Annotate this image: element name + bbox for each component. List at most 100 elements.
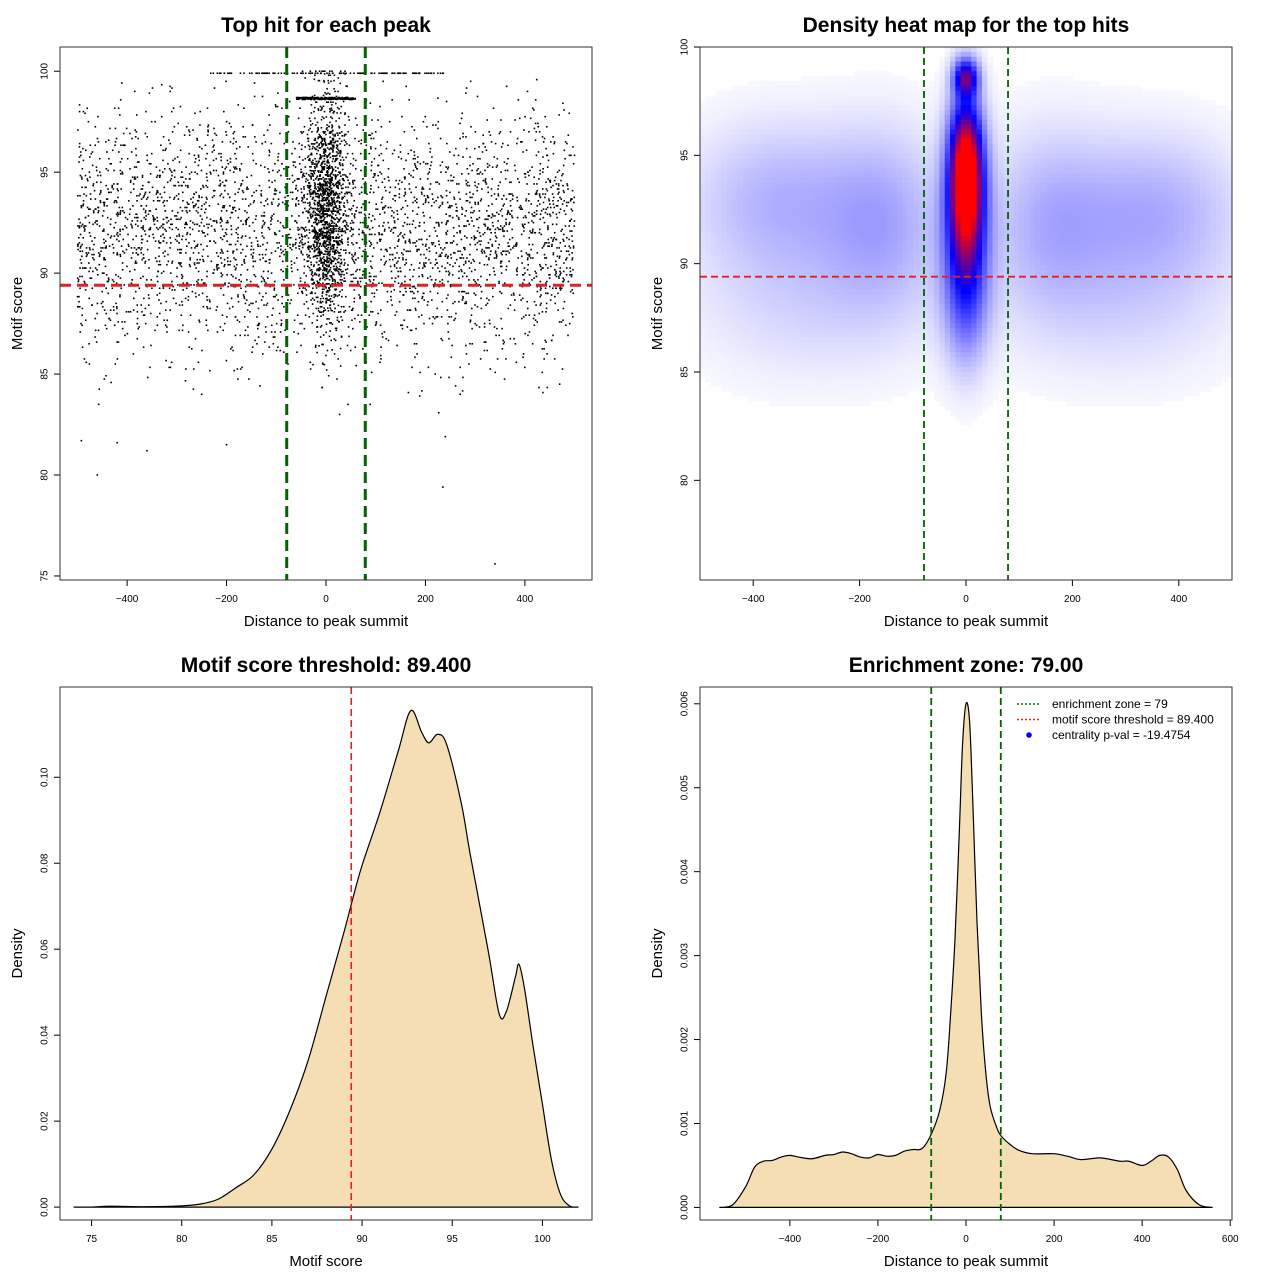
scatter-point (544, 115, 546, 118)
scatter-point (418, 316, 420, 318)
scatter-point (465, 87, 468, 89)
scatter-point (335, 210, 337, 213)
scatter-point (84, 174, 87, 177)
scatter-point (156, 294, 158, 296)
scatter-point (98, 252, 100, 254)
scatter-point (297, 203, 300, 205)
scatter-point (465, 147, 468, 150)
scatter-point (246, 268, 249, 271)
scatter-point (263, 236, 265, 239)
scatter-point (329, 175, 331, 178)
scatter-point (396, 252, 398, 254)
scatter-point (333, 257, 335, 260)
scatter-point (177, 198, 180, 200)
scatter-point (526, 268, 529, 271)
scatter-point (250, 253, 253, 256)
scatter-point (535, 191, 538, 194)
scatter-point (551, 243, 553, 246)
scatter-point (176, 267, 178, 269)
scatter-point (326, 349, 329, 352)
scatter-point (213, 189, 216, 192)
scatter-point (326, 258, 328, 261)
scatter-point (334, 90, 336, 93)
scatter-point (325, 291, 328, 293)
scatter-point (326, 171, 328, 173)
scatter-point (341, 273, 343, 276)
scatter-point (469, 342, 471, 345)
scatter-point (164, 250, 166, 253)
scatter-point (426, 194, 429, 197)
scatter-point (326, 213, 328, 215)
scatter-point (314, 74, 316, 77)
scatter-point (84, 282, 86, 285)
scatter-point (173, 289, 176, 291)
scatter-point (198, 262, 200, 264)
scatter-point (336, 217, 338, 219)
scatter-point (301, 144, 303, 147)
scatter-point (249, 311, 251, 313)
scatter-point (333, 253, 336, 256)
scatter-point (230, 233, 233, 236)
scatter-point (358, 247, 361, 249)
scatter-point (292, 181, 294, 184)
scatter-point (267, 270, 269, 273)
scatter-point (485, 255, 488, 258)
scatter-point (445, 213, 447, 216)
scatter-point (491, 243, 493, 246)
scatter-point (453, 319, 455, 322)
scatter-point (221, 181, 224, 184)
scatter-point (466, 236, 468, 239)
scatter-point (192, 206, 195, 209)
scatter-point (322, 168, 324, 171)
scatter-point (356, 206, 358, 209)
scatter-point (222, 196, 225, 199)
scatter-point (476, 242, 479, 244)
scatter-point (272, 342, 275, 345)
scatter-point (488, 319, 491, 322)
scatter-point (275, 105, 277, 108)
scatter-point (200, 208, 203, 210)
scatter-point (336, 258, 338, 261)
scatter-point (328, 222, 331, 225)
scatter-point (222, 171, 225, 173)
scatter-point (306, 193, 309, 195)
scatter-point (163, 205, 166, 207)
scatter-point (409, 250, 411, 253)
scatter-point (103, 228, 105, 231)
scatter-point (316, 121, 319, 124)
scatter-point (283, 305, 285, 308)
scatter-point (327, 188, 330, 191)
scatter-point (477, 168, 480, 170)
scatter-point (380, 233, 383, 236)
scatter-point (531, 279, 533, 281)
scatter-point (102, 238, 105, 241)
scatter-point (338, 235, 341, 238)
scatter-point (323, 168, 325, 171)
scatter-point (325, 222, 327, 225)
scatter-point (560, 198, 563, 200)
scatter-point (329, 229, 332, 231)
scatter-point (332, 149, 334, 152)
scatter-point (326, 215, 328, 218)
scatter-point (313, 143, 316, 145)
scatter-point (470, 270, 473, 273)
scatter-point (101, 272, 104, 274)
scatter-point (221, 314, 224, 316)
scatter-point (158, 169, 161, 172)
scatter-point (416, 248, 418, 251)
scatter-point (192, 388, 195, 391)
scatter-point (190, 284, 192, 286)
scatter-point (272, 295, 275, 298)
scatter-point (256, 342, 258, 345)
scatter-point (340, 175, 342, 178)
scatter-point (315, 101, 318, 103)
scatter-point (332, 194, 335, 196)
scatter-point (462, 136, 464, 138)
scatter-point (479, 285, 482, 288)
scatter-point (178, 184, 180, 187)
scatter-point (346, 152, 349, 155)
scatter-point (337, 221, 339, 223)
scatter-point (330, 222, 333, 225)
scatter-point (124, 334, 126, 337)
scatter-point (172, 285, 175, 288)
